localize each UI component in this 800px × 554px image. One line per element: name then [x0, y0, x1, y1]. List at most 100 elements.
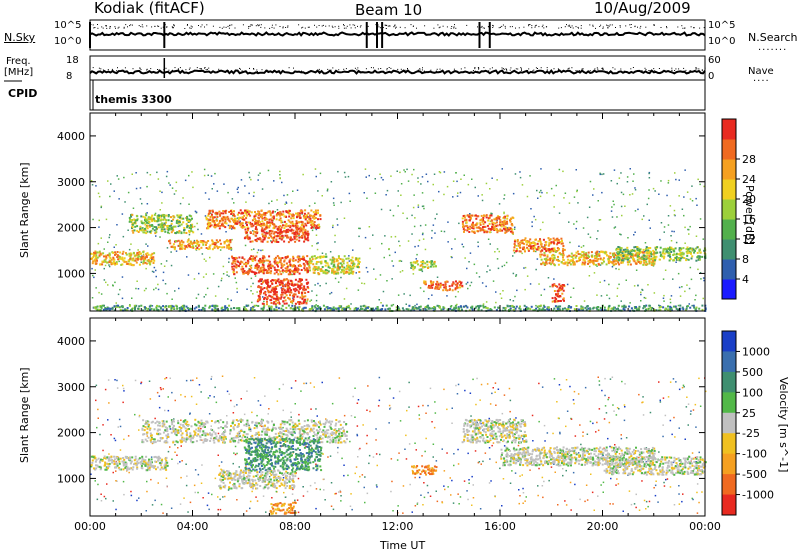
power-point — [243, 263, 246, 266]
power-point — [691, 185, 693, 187]
power-point — [276, 255, 279, 258]
power-point — [560, 237, 563, 240]
power-point — [180, 239, 183, 242]
power-point — [663, 226, 666, 228]
power-point — [275, 256, 277, 259]
power-point — [146, 252, 149, 255]
power-point — [272, 239, 275, 242]
power-point — [271, 223, 274, 226]
power-point — [121, 258, 124, 261]
power-point — [295, 222, 298, 225]
power-point — [151, 218, 154, 221]
noise-search-point — [227, 25, 229, 27]
power-point — [348, 260, 351, 262]
power-point — [645, 251, 648, 254]
power-point — [539, 243, 542, 246]
power-point — [275, 271, 278, 274]
power-point — [156, 220, 159, 223]
power-point — [261, 224, 264, 227]
noise-search-point — [399, 26, 401, 28]
power-point — [621, 214, 623, 217]
power-point — [669, 205, 672, 207]
noise-search-point — [531, 27, 533, 29]
power-point — [489, 220, 492, 223]
power-point — [701, 255, 704, 258]
noise-search-point — [382, 27, 384, 28]
power-point — [261, 263, 264, 266]
power-point — [152, 258, 155, 261]
power-point — [516, 239, 519, 241]
power-point — [563, 299, 565, 302]
power-point — [262, 306, 265, 309]
nave-point — [683, 67, 685, 69]
power-point — [443, 171, 446, 173]
power-point — [142, 253, 145, 256]
power-point — [332, 224, 334, 227]
power-point — [260, 249, 262, 252]
power-point — [170, 245, 173, 248]
power-point — [175, 250, 178, 252]
power-point — [301, 297, 304, 300]
power-point — [666, 194, 668, 197]
power-point — [275, 240, 278, 242]
power-point — [269, 218, 272, 221]
power-point — [263, 212, 266, 215]
power-point — [697, 178, 699, 181]
power-point — [234, 222, 237, 225]
power-point — [297, 284, 300, 287]
power-point — [292, 255, 295, 258]
power-point — [640, 291, 642, 294]
nave-point — [674, 70, 676, 71]
power-point — [254, 264, 257, 267]
power-point — [287, 228, 290, 231]
power-point — [556, 241, 559, 244]
power-point — [230, 213, 233, 215]
power-point — [95, 287, 97, 289]
nave-point — [558, 69, 559, 71]
power-point — [284, 270, 287, 273]
power-point — [695, 306, 698, 309]
power-point — [456, 303, 458, 306]
power-point — [165, 221, 167, 224]
power-point — [692, 304, 695, 307]
power-point — [345, 257, 348, 260]
power-point — [573, 196, 576, 198]
power-point — [272, 290, 275, 293]
power-point — [315, 261, 318, 263]
nave-point — [172, 69, 173, 71]
power-point — [211, 188, 213, 190]
power-point — [489, 188, 491, 190]
power-point — [702, 238, 704, 240]
power-point — [416, 253, 418, 256]
nave-point — [510, 67, 512, 69]
power-point — [103, 304, 105, 307]
power-point — [303, 212, 306, 215]
noise-search-point — [131, 24, 133, 26]
power-point — [326, 188, 329, 190]
power-point — [663, 252, 666, 255]
power-point — [285, 294, 288, 297]
noise-search-point — [600, 24, 602, 26]
noise-search-point — [580, 25, 582, 27]
power-point — [648, 171, 651, 174]
power-point — [548, 262, 551, 265]
noise-search-point — [173, 27, 174, 29]
power-point — [159, 215, 161, 218]
power-point — [216, 241, 218, 244]
noise-search-point — [271, 24, 273, 26]
power-point — [478, 305, 481, 308]
power-point — [447, 221, 449, 223]
power-point — [557, 258, 559, 261]
power-point — [233, 227, 235, 230]
noise-search-point — [359, 26, 361, 28]
power-point — [598, 219, 601, 221]
power-point — [486, 307, 489, 310]
power-point — [161, 222, 164, 225]
power-point — [276, 301, 279, 304]
power-point — [488, 222, 491, 225]
power-point — [673, 230, 675, 233]
power-point — [132, 264, 135, 267]
power-point — [256, 265, 259, 268]
noise-search-point — [615, 27, 616, 28]
power-point — [536, 258, 539, 260]
